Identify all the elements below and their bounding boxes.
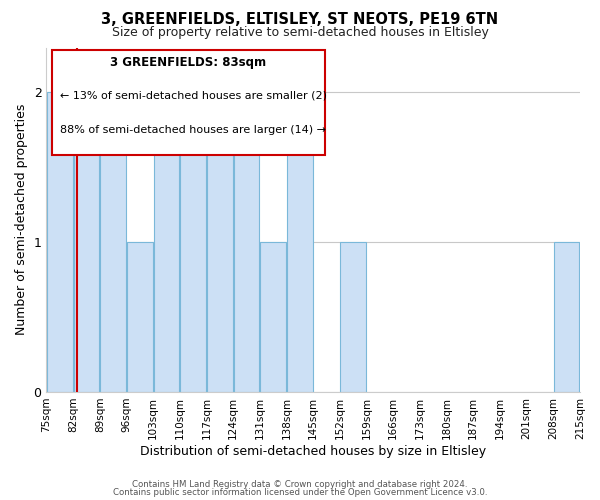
- Text: ← 13% of semi-detached houses are smaller (2): ← 13% of semi-detached houses are smalle…: [60, 91, 327, 101]
- Bar: [154, 92, 179, 392]
- X-axis label: Distribution of semi-detached houses by size in Eltisley: Distribution of semi-detached houses by …: [140, 444, 486, 458]
- Bar: [554, 242, 580, 392]
- Text: Contains public sector information licensed under the Open Government Licence v3: Contains public sector information licen…: [113, 488, 487, 497]
- Bar: [47, 92, 73, 392]
- Text: Size of property relative to semi-detached houses in Eltisley: Size of property relative to semi-detach…: [112, 26, 488, 39]
- Text: Contains HM Land Registry data © Crown copyright and database right 2024.: Contains HM Land Registry data © Crown c…: [132, 480, 468, 489]
- Bar: [287, 92, 313, 392]
- Text: 3 GREENFIELDS: 83sqm: 3 GREENFIELDS: 83sqm: [110, 56, 266, 70]
- Y-axis label: Number of semi-detached properties: Number of semi-detached properties: [15, 104, 28, 336]
- Text: 3, GREENFIELDS, ELTISLEY, ST NEOTS, PE19 6TN: 3, GREENFIELDS, ELTISLEY, ST NEOTS, PE19…: [101, 12, 499, 28]
- Bar: [74, 92, 99, 392]
- FancyBboxPatch shape: [52, 50, 325, 156]
- Bar: [207, 92, 233, 392]
- Bar: [127, 242, 152, 392]
- Bar: [340, 242, 366, 392]
- Bar: [181, 92, 206, 392]
- Bar: [100, 92, 126, 392]
- Text: 88% of semi-detached houses are larger (14) →: 88% of semi-detached houses are larger (…: [60, 126, 326, 136]
- Bar: [234, 92, 259, 392]
- Bar: [260, 242, 286, 392]
